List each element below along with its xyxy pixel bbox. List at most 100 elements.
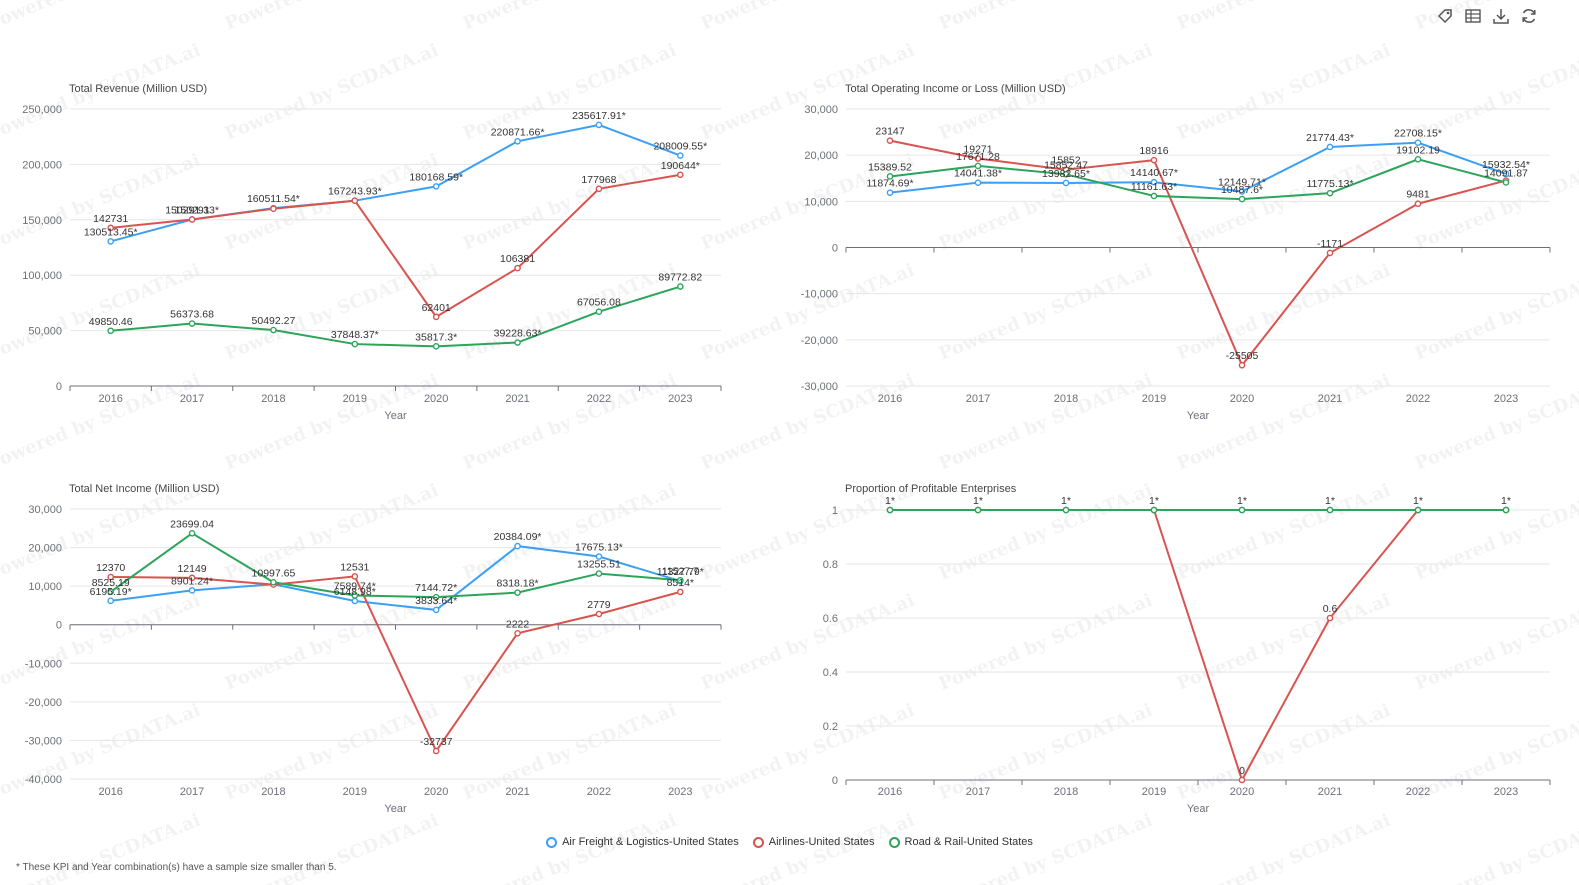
data-point[interactable] <box>595 553 603 560</box>
data-point[interactable] <box>1326 506 1334 514</box>
data-point[interactable] <box>1414 506 1422 514</box>
data-point[interactable] <box>432 183 440 190</box>
data-point[interactable] <box>595 308 603 316</box>
data-label: 19271 <box>963 144 992 156</box>
data-point[interactable] <box>351 592 359 599</box>
data-point[interactable] <box>432 313 440 321</box>
legend-label: Air Freight & Logistics-United States <box>562 836 739 848</box>
data-point[interactable] <box>595 570 603 577</box>
x-tick-label: 2020 <box>1230 393 1254 405</box>
data-point[interactable] <box>677 588 684 596</box>
data-view-icon[interactable] <box>1463 6 1483 26</box>
x-tick-label: 2020 <box>1230 786 1254 798</box>
data-point[interactable] <box>1414 139 1422 146</box>
x-tick-label: 2020 <box>424 786 448 798</box>
data-point[interactable] <box>886 137 894 144</box>
data-point[interactable] <box>188 587 196 594</box>
data-label: 15852.47 <box>1044 159 1088 171</box>
data-point[interactable] <box>1150 506 1158 514</box>
data-point[interactable] <box>107 224 114 232</box>
data-point[interactable] <box>1238 506 1246 514</box>
profitable-proportion-chart: Proportion of Profitable Enterprises 0 0.2… <box>823 483 1551 815</box>
data-point[interactable] <box>188 574 196 582</box>
data-point[interactable] <box>974 162 982 170</box>
data-point[interactable] <box>595 610 603 618</box>
data-point[interactable] <box>107 327 114 335</box>
watermark-text: Powered by SCDATA.ai <box>1174 0 1394 35</box>
data-point[interactable] <box>886 189 894 196</box>
data-point[interactable] <box>270 205 277 213</box>
data-point[interactable] <box>974 155 982 162</box>
data-label: 12370 <box>96 562 125 574</box>
data-point[interactable] <box>270 578 277 586</box>
data-point[interactable] <box>351 197 359 204</box>
data-point[interactable] <box>1062 171 1070 178</box>
data-point[interactable] <box>351 597 359 605</box>
data-point[interactable] <box>107 238 114 245</box>
download-icon[interactable] <box>1491 6 1511 26</box>
data-point[interactable] <box>432 343 440 350</box>
data-point[interactable] <box>886 173 894 180</box>
data-point[interactable] <box>1238 361 1246 369</box>
data-point[interactable] <box>1414 156 1422 163</box>
data-point[interactable] <box>1238 188 1246 195</box>
data-point[interactable] <box>188 320 196 327</box>
data-label: -32737 <box>420 736 453 748</box>
data-point[interactable] <box>188 216 196 223</box>
data-label: 130513.45* <box>84 226 138 238</box>
data-point[interactable] <box>514 542 521 550</box>
data-point[interactable] <box>677 576 684 584</box>
data-point[interactable] <box>886 506 894 514</box>
data-point[interactable] <box>974 179 982 186</box>
legend-item-air-freight[interactable]: Air Freight & Logistics-United States <box>546 836 739 848</box>
data-point[interactable] <box>1326 189 1334 197</box>
data-point[interactable] <box>1238 776 1246 784</box>
data-point[interactable] <box>351 573 359 580</box>
data-point[interactable] <box>595 121 603 129</box>
data-point[interactable] <box>677 283 684 290</box>
data-point[interactable] <box>595 185 603 193</box>
data-point[interactable] <box>432 747 440 755</box>
x-tick-label: 2018 <box>1054 786 1078 798</box>
data-point[interactable] <box>514 264 521 272</box>
data-point[interactable] <box>514 589 521 596</box>
legend-item-airlines[interactable]: Airlines-United States <box>752 836 875 848</box>
data-point[interactable] <box>107 588 114 596</box>
data-point[interactable] <box>514 339 521 346</box>
data-point[interactable] <box>1150 156 1158 164</box>
data-point[interactable] <box>1502 179 1510 186</box>
data-point[interactable] <box>1502 170 1510 178</box>
x-axis-name: Year <box>384 803 407 815</box>
data-point[interactable] <box>514 137 521 145</box>
chart-title: Total Net Income (Million USD) <box>69 483 219 495</box>
data-point[interactable] <box>1150 192 1158 200</box>
data-point[interactable] <box>432 593 440 601</box>
data-point[interactable] <box>1502 506 1510 514</box>
data-point[interactable] <box>1062 179 1070 187</box>
watermark-text: Powered by SCDATA.ai <box>936 0 1156 35</box>
data-point[interactable] <box>107 597 114 605</box>
data-label: 37848.37* <box>331 329 379 341</box>
legend-item-road-rail[interactable]: Road & Rail-United States <box>888 836 1033 848</box>
data-point[interactable] <box>514 629 521 637</box>
data-point[interactable] <box>1326 143 1334 151</box>
y-tick-label: 0 <box>56 381 62 393</box>
data-point[interactable] <box>270 326 277 334</box>
data-point[interactable] <box>677 171 684 179</box>
data-point[interactable] <box>107 573 114 581</box>
data-point[interactable] <box>432 606 440 614</box>
data-point[interactable] <box>1062 506 1070 514</box>
legend-marker-icon <box>546 836 558 848</box>
data-point[interactable] <box>677 152 684 159</box>
data-point[interactable] <box>1326 249 1334 257</box>
data-label: 2222 <box>506 618 530 630</box>
data-point[interactable] <box>351 340 359 348</box>
data-point[interactable] <box>1150 178 1158 186</box>
data-point[interactable] <box>1326 614 1334 622</box>
tag-icon[interactable] <box>1435 6 1455 26</box>
data-point[interactable] <box>188 530 196 537</box>
data-point[interactable] <box>974 506 982 514</box>
data-point[interactable] <box>1414 200 1422 208</box>
refresh-icon[interactable] <box>1519 6 1539 26</box>
data-point[interactable] <box>1238 195 1246 203</box>
